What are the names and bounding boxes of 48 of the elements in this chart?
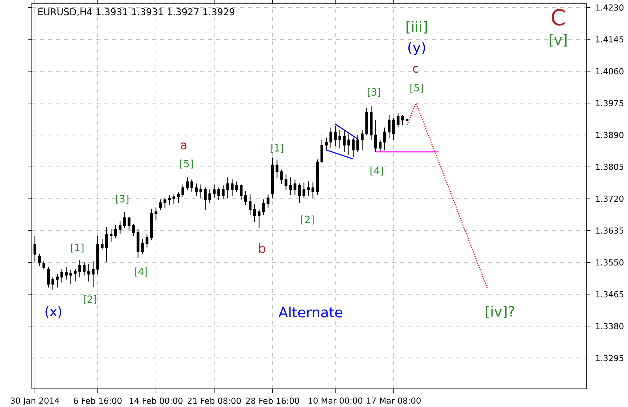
y-tick-label: 1.3890: [596, 132, 624, 138]
candlestick: [159, 200, 162, 210]
annotation: [3]: [368, 88, 380, 98]
annotation: [4]: [135, 268, 148, 277]
annotation: c: [413, 66, 418, 73]
candlestick: [392, 118, 396, 141]
annotation: [3]: [116, 194, 129, 204]
x-tick-label: 17 Mar 08:00: [367, 398, 421, 404]
candlestick: [406, 119, 409, 122]
annotation: [2]: [84, 296, 96, 304]
y-tick-label: 1.3380: [596, 323, 624, 330]
y-tick-label: 1.3635: [596, 228, 624, 234]
x-tick-label: 28 Feb 16:00: [246, 398, 300, 404]
x-tick-label: 6 Feb 16:00: [74, 398, 122, 404]
y-tick-label: 1.3465: [596, 291, 624, 298]
chart-title: EURUSD,H4 1.3931 1.3931 1.3927 1.3929: [38, 8, 235, 17]
annotation: (y): [408, 42, 426, 56]
x-tick-label: 30 Jan 2014: [10, 398, 60, 406]
y-tick-label: 1.3550: [596, 260, 624, 266]
y-tick-label: 1.4230: [596, 4, 624, 11]
y-tick-label: 1.4060: [596, 68, 624, 75]
x-tick-label: 14 Feb 00:00: [130, 398, 183, 404]
candlestick: [172, 194, 176, 204]
y-tick-label: 1.3805: [596, 164, 624, 170]
candlestick: [42, 261, 46, 270]
annotation: [iii]: [406, 21, 428, 34]
annotation: (x): [46, 306, 62, 318]
x-tick-label: 10 Mar 00:00: [308, 398, 363, 404]
x-tick-label: 21 Feb 08:00: [188, 398, 242, 404]
annotation: [4]: [370, 166, 384, 176]
annotation: [1]: [71, 244, 84, 253]
annotation: [1]: [270, 144, 284, 154]
candlestick: [38, 254, 42, 266]
annotation: a: [181, 142, 187, 150]
y-tick-label: 1.3720: [596, 196, 624, 202]
annotation: [5]: [410, 84, 424, 93]
annotation: [iv]?: [486, 306, 514, 319]
annotation: [2]: [301, 216, 314, 225]
y-tick-label: 1.3295: [596, 355, 624, 362]
annotation: Alternate: [278, 306, 343, 318]
y-tick-label: 1.4145: [596, 36, 624, 43]
annotation: b: [259, 243, 266, 254]
annotation: [5]: [180, 160, 193, 169]
annotation: [v]: [550, 34, 567, 47]
line-series: [335, 124, 359, 140]
annotation: C: [552, 9, 565, 26]
candlestick: [128, 218, 131, 230]
y-tick-label: 1.3975: [596, 100, 624, 107]
